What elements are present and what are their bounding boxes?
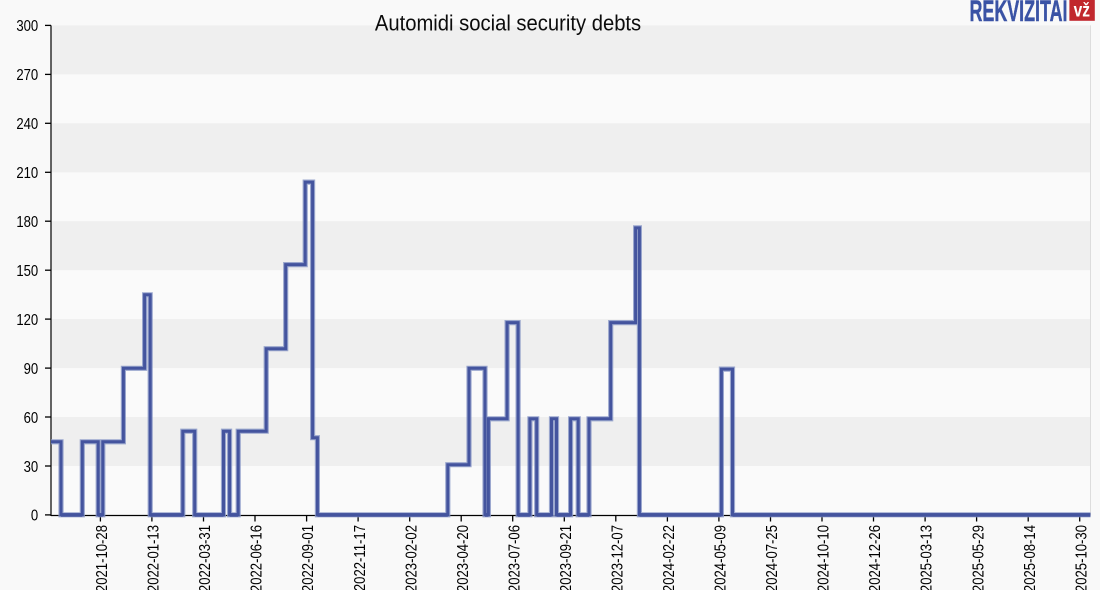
svg-text:2024-10-10: 2024-10-10 [816, 525, 833, 590]
svg-text:2022-09-01: 2022-09-01 [300, 525, 317, 590]
svg-text:2024-12-26: 2024-12-26 [867, 525, 884, 590]
svg-text:2025-05-29: 2025-05-29 [970, 525, 987, 590]
svg-text:2022-11-17: 2022-11-17 [352, 525, 369, 590]
svg-text:2023-12-07: 2023-12-07 [609, 525, 626, 590]
svg-text:150: 150 [16, 263, 38, 280]
svg-text:Automidi social security debts: Automidi social security debts [375, 12, 641, 36]
svg-text:2022-06-16: 2022-06-16 [249, 525, 266, 590]
svg-text:240: 240 [16, 116, 38, 133]
svg-text:2025-03-13: 2025-03-13 [919, 525, 936, 590]
svg-text:REKVIZITAI: REKVIZITAI [970, 0, 1068, 28]
svg-text:2023-04-20: 2023-04-20 [455, 525, 472, 590]
svg-text:0: 0 [31, 508, 38, 525]
svg-text:2024-05-09: 2024-05-09 [712, 525, 729, 590]
svg-text:2023-02-02: 2023-02-02 [403, 525, 420, 590]
svg-text:2023-09-21: 2023-09-21 [558, 525, 575, 590]
svg-text:270: 270 [16, 67, 38, 84]
svg-text:60: 60 [24, 410, 39, 427]
svg-text:90: 90 [24, 361, 39, 378]
svg-text:2024-02-22: 2024-02-22 [661, 525, 678, 590]
svg-text:30: 30 [24, 459, 39, 476]
svg-text:300: 300 [16, 18, 38, 35]
svg-text:120: 120 [16, 312, 38, 329]
svg-text:2023-07-06: 2023-07-06 [506, 525, 523, 590]
svg-text:2021-10-28: 2021-10-28 [94, 525, 111, 590]
svg-text:2022-01-13: 2022-01-13 [145, 525, 162, 590]
svg-text:2024-07-25: 2024-07-25 [764, 525, 781, 590]
svg-text:vž: vž [1074, 0, 1091, 21]
svg-text:180: 180 [16, 214, 38, 231]
svg-text:2025-08-14: 2025-08-14 [1022, 525, 1039, 590]
svg-text:2025-10-30: 2025-10-30 [1073, 525, 1090, 590]
svg-text:2022-03-31: 2022-03-31 [197, 525, 214, 590]
svg-text:210: 210 [16, 165, 38, 182]
